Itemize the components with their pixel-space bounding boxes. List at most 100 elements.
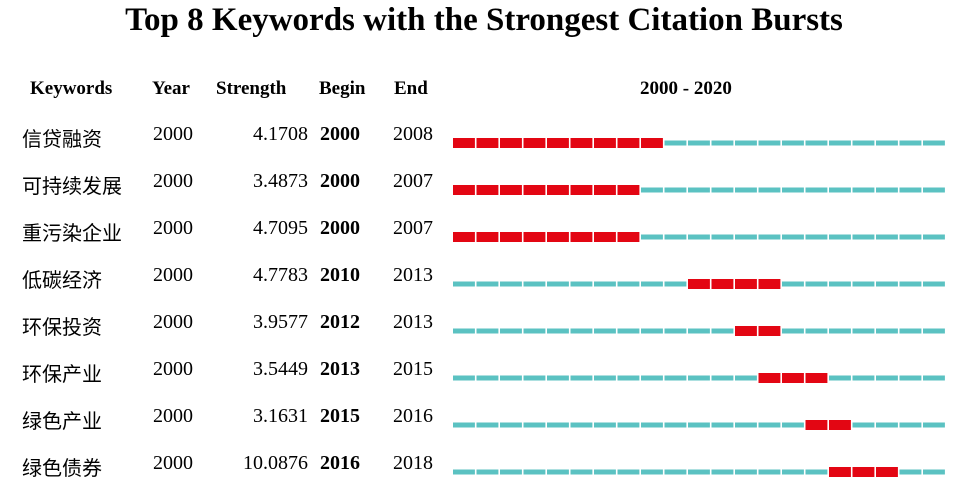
burst-segment <box>758 373 781 383</box>
timeline-segment <box>923 422 945 428</box>
timeline-segment <box>641 328 663 334</box>
timeline-segment <box>852 281 875 287</box>
timeline-segment <box>617 375 640 381</box>
timeline-segment <box>829 234 851 240</box>
strength-cell: 3.9577 <box>253 311 308 333</box>
timeline-segment <box>523 375 546 381</box>
timeline-segment <box>852 422 875 428</box>
timeline-segment <box>547 328 569 334</box>
burst-segment <box>594 185 616 195</box>
timeline-segment <box>711 422 734 428</box>
begin-cell: 2000 <box>320 123 360 145</box>
timeline-segment <box>617 469 640 475</box>
timeline-segment <box>641 375 663 381</box>
burst-segment <box>617 138 640 148</box>
timeline-segment <box>805 328 828 334</box>
timeline-segment <box>453 375 475 381</box>
timeline-segment <box>688 422 710 428</box>
burst-segment <box>500 185 522 195</box>
burst-segment <box>547 185 569 195</box>
timeline-segment <box>617 422 640 428</box>
year-cell: 2000 <box>153 217 193 239</box>
timeline-segment <box>570 328 593 334</box>
timeline-segment <box>523 469 546 475</box>
timeline-segment <box>523 422 546 428</box>
timeline-segment <box>547 375 569 381</box>
timeline-segment <box>711 375 734 381</box>
timeline-segment <box>641 187 663 193</box>
timeline-segment <box>500 375 522 381</box>
burst-segment <box>617 232 640 242</box>
burst-segment <box>758 326 781 336</box>
timeline-segment <box>688 234 710 240</box>
timeline-segment <box>570 281 593 287</box>
burst-segment <box>876 467 898 477</box>
timeline-segment <box>923 187 945 193</box>
timeline-segment <box>594 422 616 428</box>
year-cell: 2000 <box>153 452 193 474</box>
timeline-segment <box>664 375 687 381</box>
burst-segment <box>617 185 640 195</box>
timeline-segment <box>711 234 734 240</box>
timeline-segment <box>852 328 875 334</box>
burst-segment <box>500 232 522 242</box>
burst-segment <box>453 232 475 242</box>
timeline-segment <box>711 140 734 146</box>
timeline-segment <box>899 375 922 381</box>
timeline-segment <box>594 375 616 381</box>
timeline-segment <box>829 375 851 381</box>
timeline-segment <box>782 328 804 334</box>
timeline-segment <box>500 281 522 287</box>
timeline-segment <box>617 328 640 334</box>
timeline-segment <box>899 469 922 475</box>
burst-segment <box>570 185 593 195</box>
timeline-segment <box>664 281 687 287</box>
end-cell: 2007 <box>393 217 433 239</box>
keyword-cell: 环保产业 <box>22 362 102 386</box>
end-cell: 2008 <box>393 123 433 145</box>
timeline-segment <box>664 328 687 334</box>
timeline-segment <box>641 469 663 475</box>
timeline-segment <box>641 422 663 428</box>
timeline-segment <box>805 187 828 193</box>
timeline-segment <box>899 328 922 334</box>
timeline-segment <box>758 234 781 240</box>
timeline-segment <box>688 328 710 334</box>
timeline-segment <box>852 140 875 146</box>
timeline-segment <box>500 469 522 475</box>
begin-cell: 2012 <box>320 311 360 333</box>
timeline-segment <box>476 281 499 287</box>
timeline-segment <box>476 469 499 475</box>
timeline-segment <box>876 234 898 240</box>
timeline-segment <box>735 187 757 193</box>
timeline-segment <box>923 469 945 475</box>
timeline-segment <box>923 234 945 240</box>
burst-segment <box>453 185 475 195</box>
timeline-segment <box>758 187 781 193</box>
burst-segment <box>523 232 546 242</box>
keyword-cell: 环保投资 <box>22 315 102 339</box>
timeline-segment <box>641 234 663 240</box>
keyword-cell: 绿色债券 <box>22 456 102 480</box>
timeline-segment <box>805 281 828 287</box>
timeline-segment <box>547 422 569 428</box>
burst-segment <box>570 138 593 148</box>
timeline-segment <box>735 469 757 475</box>
timeline-segment <box>617 281 640 287</box>
header-keywords: Keywords <box>30 78 113 99</box>
timeline-segment <box>594 469 616 475</box>
burst-segment <box>523 138 546 148</box>
burst-segment <box>476 185 499 195</box>
timeline-segment <box>782 469 804 475</box>
timeline-segment <box>711 469 734 475</box>
timeline-segment <box>923 140 945 146</box>
keyword-cell: 可持续发展 <box>22 174 122 198</box>
timeline-segment <box>547 281 569 287</box>
keyword-cell: 重污染企业 <box>22 221 122 245</box>
timeline-segment <box>641 281 663 287</box>
year-cell: 2000 <box>153 264 193 286</box>
timeline-segment <box>500 328 522 334</box>
timeline-segment <box>523 281 546 287</box>
timeline-segment <box>664 234 687 240</box>
timeline-segment <box>735 140 757 146</box>
